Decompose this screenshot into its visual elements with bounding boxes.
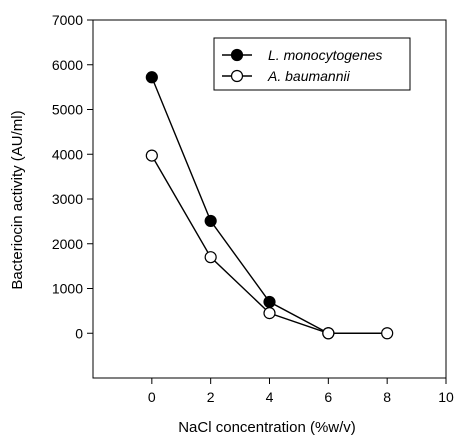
- legend-marker: [230, 48, 244, 62]
- x-tick-label: 8: [383, 389, 391, 405]
- x-tick-label: 4: [266, 389, 274, 405]
- data-point-series-2: [145, 149, 158, 162]
- data-point-series-2: [381, 327, 394, 340]
- legend-box: [213, 37, 411, 91]
- series-layer: [145, 71, 394, 340]
- series-line-1: [151, 77, 329, 334]
- x-tick-label: 6: [324, 389, 332, 405]
- data-point-series-1: [145, 71, 158, 84]
- y-tick-label: 0: [75, 325, 83, 341]
- legend: L. monocytogenes A. baumannii: [213, 37, 411, 91]
- x-tick-label: 0: [148, 389, 156, 405]
- legend-marker: [230, 69, 244, 83]
- y-tick-label: 3000: [52, 191, 83, 207]
- x-tick-label: 2: [207, 389, 215, 405]
- data-point-series-2: [204, 251, 217, 264]
- y-tick-label: 5000: [52, 102, 83, 118]
- y-tick-label: 6000: [52, 57, 83, 73]
- y-tick-label: 2000: [52, 236, 83, 252]
- y-axis-label: Bacteriocin activity (AU/ml): [9, 110, 26, 289]
- data-point-series-1: [204, 214, 217, 228]
- y-tick-label: 4000: [52, 146, 83, 162]
- data-point-series-2: [263, 307, 276, 320]
- legend-label: A. baumannii: [267, 68, 351, 84]
- x-tick-label: 10: [438, 389, 454, 405]
- axes-layer: 0 2 4 6 8 10 0 1000 2000 3000 4000 5000 6000 7000: [52, 12, 454, 405]
- legend-label: L. monocytogenes: [268, 47, 382, 63]
- data-point-series-1: [263, 295, 276, 309]
- x-axis-label: NaCl concentration (%w/v): [178, 419, 356, 436]
- y-tick-label: 7000: [52, 12, 83, 28]
- data-point-series-2: [322, 327, 335, 340]
- y-tick-label: 1000: [52, 281, 83, 297]
